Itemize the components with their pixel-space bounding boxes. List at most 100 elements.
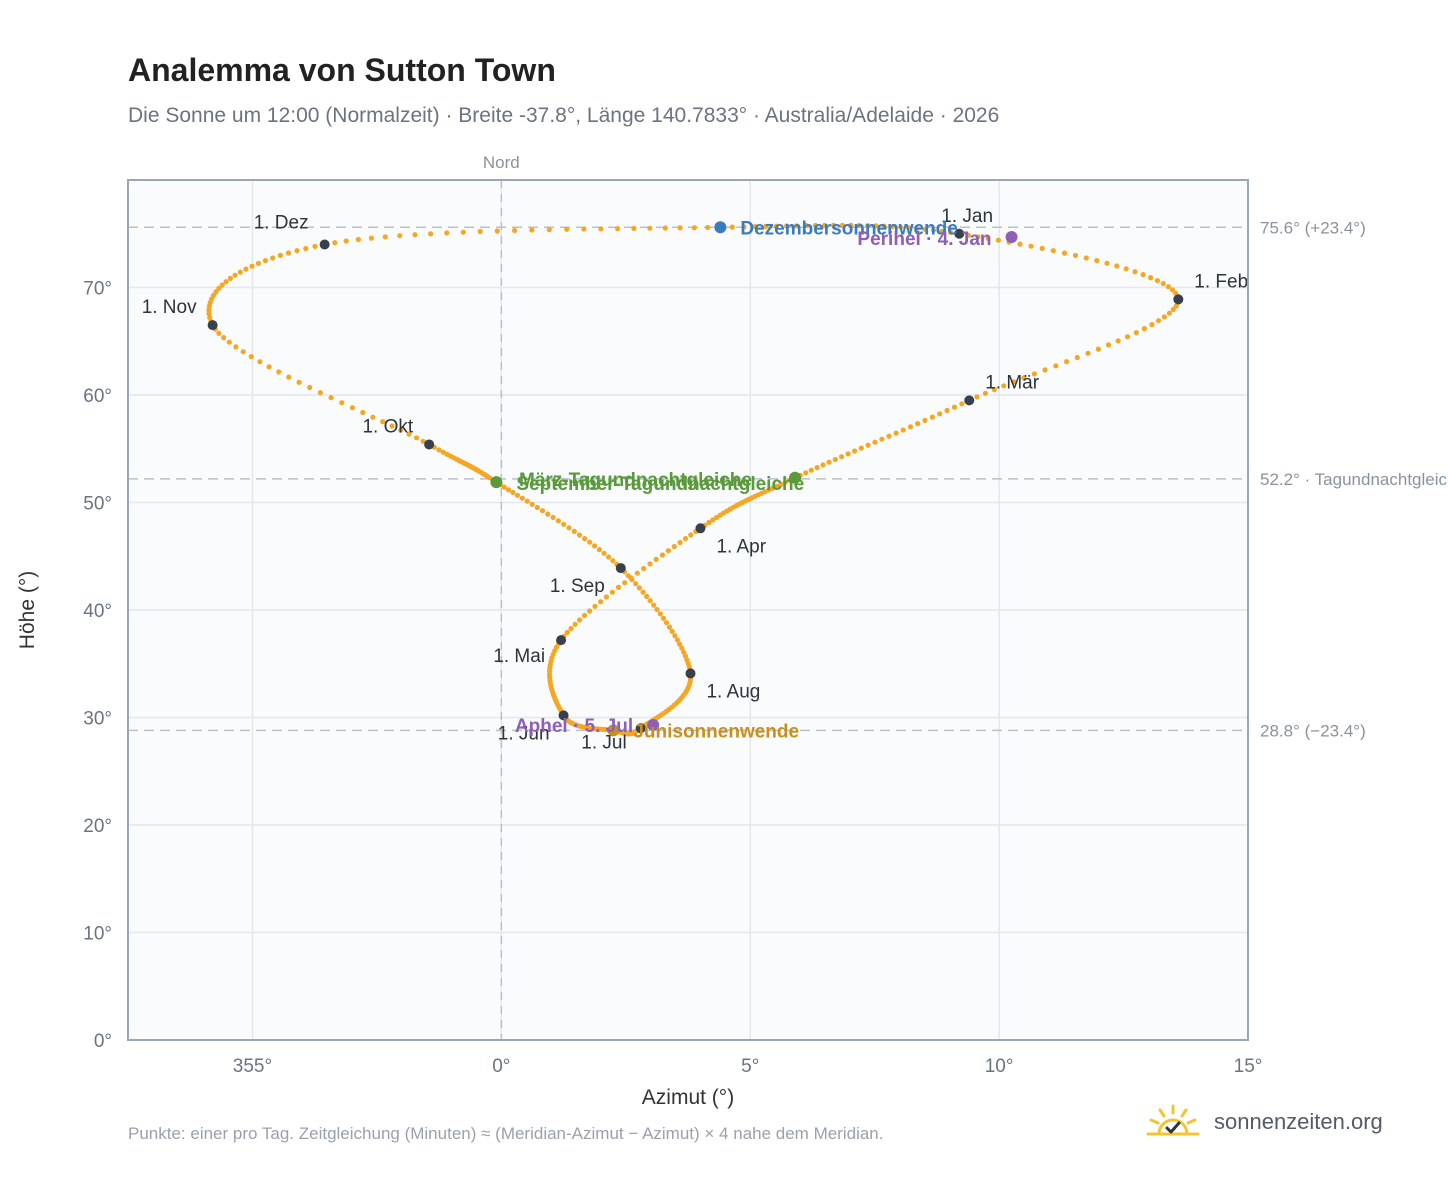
analemma-day-point [820, 462, 826, 468]
analemma-day-point [1156, 318, 1162, 324]
analemma-day-point [1170, 306, 1176, 313]
analemma-day-point [879, 436, 885, 442]
sun-arc [1157, 1118, 1189, 1135]
analemma-day-point [922, 226, 928, 232]
analemma-day-point [343, 238, 349, 244]
plot-frame [127, 179, 1249, 1041]
analemma-day-point [571, 528, 577, 535]
analemma-day-point [691, 225, 697, 231]
analemma-day-point [657, 611, 663, 617]
analemma-day-point [865, 442, 871, 448]
analemma-day-point [587, 608, 593, 614]
analemma-day-point [213, 289, 219, 295]
analemma-day-point [677, 641, 683, 647]
analemma-day-point [1115, 338, 1121, 344]
analemma-day-point [741, 224, 747, 230]
analemma-day-point [1173, 303, 1179, 309]
analemma-day-point [206, 307, 212, 313]
analemma-day-point [219, 282, 225, 288]
x-tick-label: 15° [1234, 1056, 1263, 1077]
analemma-day-point [803, 223, 809, 229]
analemma-day-point [848, 222, 854, 228]
event-label: Aphel · 5. Jul [515, 716, 633, 737]
analemma-day-point [808, 467, 814, 473]
analemma-day-point [1166, 310, 1172, 316]
analemma-day-point [677, 539, 683, 546]
analemma-day-point [1039, 245, 1045, 251]
analemma-day-point [524, 498, 530, 504]
month-marker [685, 668, 696, 679]
analemma-day-point [763, 223, 769, 229]
analemma-day-point [436, 447, 442, 453]
analemma-day-point [826, 459, 832, 465]
analemma-day-point [216, 285, 222, 291]
analemma-day-point [216, 330, 222, 336]
analemma-day-point [752, 224, 758, 230]
analemma-day-point [262, 258, 268, 264]
analemma-day-point [587, 539, 593, 545]
month-marker [695, 523, 706, 534]
analemma-day-point [625, 573, 631, 579]
analemma-day-point [582, 536, 588, 542]
analemma-day-point [1017, 241, 1023, 247]
analemma-day-point [206, 311, 212, 317]
analemma-day-point [636, 585, 643, 591]
analemma-day-point [974, 394, 980, 400]
analemma-day-point [307, 384, 313, 391]
month-marker [558, 710, 569, 721]
analemma-day-point [382, 234, 388, 240]
analemma-day-point [889, 224, 896, 230]
analemma-day-point [812, 222, 819, 229]
meridian-label: Nord [483, 153, 520, 172]
analemma-day-point [561, 521, 567, 527]
analemma-day-point [674, 637, 681, 643]
analemma-day-point [982, 390, 989, 396]
event-label: Dezembersonnenwende [740, 218, 958, 239]
analemma-day-point [296, 379, 302, 385]
analemma-day-point [286, 374, 292, 380]
analemma-day-point [1011, 379, 1017, 385]
month-label: 1. Jan [941, 206, 993, 227]
analemma-day-point [677, 225, 683, 231]
month-label: 1. Nov [142, 297, 197, 318]
analemma-day-point [349, 405, 355, 411]
analemma-day-point [640, 589, 646, 595]
brand-logo[interactable]: sonnenzeiten.org [1146, 1102, 1383, 1142]
analemma-day-point [644, 593, 650, 600]
month-label: 1. Aug [706, 681, 760, 702]
analemma-day-point [710, 517, 716, 523]
analemma-day-point [907, 424, 914, 430]
analemma-day-point [930, 227, 937, 233]
sun-ray [1180, 1108, 1188, 1118]
x-tick-label: 0° [492, 1056, 510, 1077]
analemma-day-point [944, 407, 950, 414]
analemma-day-point [634, 570, 640, 576]
analemma-day-point [303, 245, 309, 252]
analemma-day-point [555, 518, 562, 524]
analemma-day-point [663, 620, 670, 626]
analemma-day-point [572, 621, 578, 627]
y-tick-label: 70° [83, 279, 112, 300]
analemma-day-point [270, 255, 276, 261]
check-mark [1165, 1121, 1181, 1134]
analemma-day-point [603, 594, 610, 600]
analemma-day-point [1050, 248, 1056, 254]
analemma-day-point [1149, 322, 1155, 328]
month-marker [1173, 294, 1184, 305]
analemma-day-point [1053, 363, 1059, 369]
y-tick-label: 30° [83, 709, 112, 730]
analemma-day-point [1124, 334, 1131, 340]
analemma-day-point [564, 226, 570, 232]
analemma-day-point [830, 222, 837, 228]
analemma-day-point [232, 272, 238, 278]
analemma-day-point [858, 445, 864, 451]
chart-footnote: Punkte: einer pro Tag. Zeitgleichung (Mi… [128, 1124, 884, 1143]
analemma-day-point [1104, 260, 1110, 266]
analemma-day-point [682, 536, 689, 542]
month-marker [954, 228, 965, 239]
analemma-day-point [793, 223, 800, 229]
event-marker [714, 221, 727, 234]
analemma-day-point [1074, 354, 1080, 361]
analemma-day-point [873, 223, 879, 229]
